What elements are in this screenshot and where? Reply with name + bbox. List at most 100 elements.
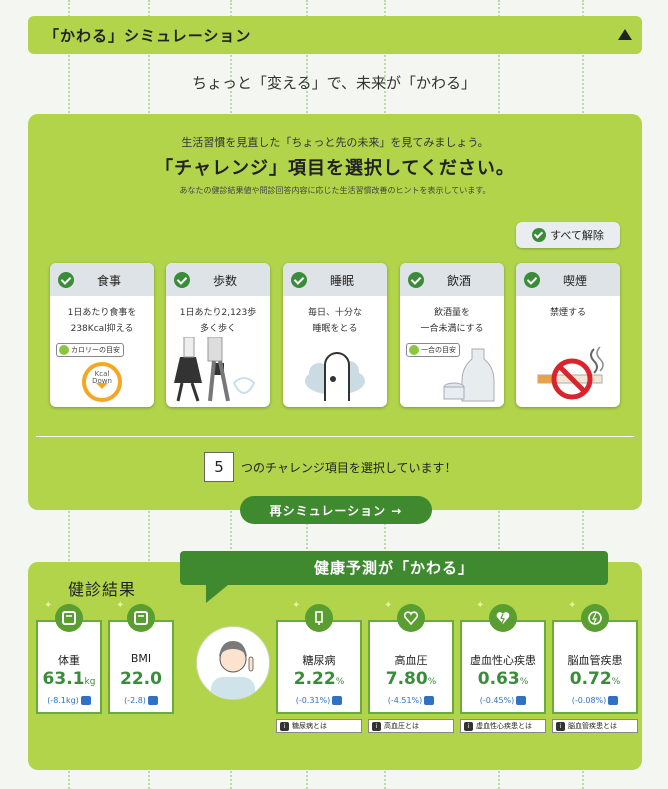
card-title: 食事 [96, 274, 121, 288]
metric-delta: (-8.1kg) [38, 696, 100, 705]
check-icon [291, 272, 307, 288]
prediction-banner: 健康予測が「かわる」 [180, 551, 608, 585]
sparkle-icon: ✦ [384, 600, 393, 611]
metric-card-weight: ✦ 体重 63.1kg (-8.1kg) [36, 600, 102, 714]
panel-note: あなたの健診結果値や問診回答内容に応じた生活習慣改善のヒントを表示しています。 [179, 186, 491, 195]
unselect-all-button[interactable]: すべて解除 [516, 222, 620, 248]
thumbs-up-icon [424, 696, 435, 705]
thumbs-up-icon [332, 696, 343, 705]
panel-divider [36, 436, 634, 437]
risk-value: 0.63% [477, 669, 529, 689]
thumbs-up-icon [516, 696, 527, 705]
risk-value: 2.22% [293, 669, 345, 689]
risk-label: 虚血性心疾患 [470, 654, 536, 667]
resimulate-button[interactable]: 再シミュレーション → [240, 496, 432, 524]
card-desc: 1日あたり2,123歩 多く歩く [179, 308, 257, 334]
challenge-card-sleep[interactable]: 睡眠 毎日、十分な 睡眠をとる [283, 263, 387, 407]
risk-card-ischemic-heart: ✦ 虚血性心疾患 0.63% (-0.45%) [460, 600, 546, 714]
sparkle-icon: ✦ [476, 600, 485, 611]
info-icon [409, 345, 419, 355]
card-desc: 毎日、十分な 睡眠をとる [307, 308, 362, 334]
card-title: 歩数 [212, 274, 237, 288]
card-title: 飲酒 [446, 274, 471, 288]
risk-delta: (-0.45%) [462, 696, 544, 705]
card-desc: 飲酒量を 一合未満にする [420, 308, 484, 334]
sparkle-icon: ✦ [568, 600, 577, 611]
sparkle-icon: ✦ [292, 600, 301, 611]
svg-text:Kcal: Kcal [95, 370, 110, 378]
metric-card-bmi: ✦ BMI 22.0 (-2.8) [108, 600, 174, 714]
syringe-icon [305, 604, 333, 632]
sleep-icon [305, 352, 365, 401]
svg-text:Down: Down [92, 377, 112, 385]
sparkle-icon: ✦ [44, 600, 53, 611]
scale-icon [55, 604, 83, 632]
scale-icon [127, 604, 155, 632]
metric-value: 22.0 [120, 669, 162, 689]
risk-label: 糖尿病 [302, 654, 336, 667]
selected-count-text: つのチャレンジ項目を選択しています！ [241, 461, 457, 475]
card-desc: 1日あたり食事を 238Kcal抑える [67, 308, 137, 334]
info-icon [59, 345, 69, 355]
challenge-card-steps[interactable]: 歩数 1日あたり2,123歩 多く歩く [166, 263, 270, 407]
kcal-down-icon: Kcal Down [82, 362, 122, 402]
info-link-ischemic-heart[interactable]: i 虚血性心疾患とは [460, 719, 546, 733]
thumbs-up-icon [608, 696, 619, 705]
challenge-panel: 生活習慣を見直した「ちょっと先の未来」を見てみましょう。 「チャレンジ」項目を選… [28, 114, 642, 510]
walking-people-icon [174, 337, 256, 402]
risk-card-hypertension: ✦ 高血圧 7.80% (-4.51%) [368, 600, 454, 714]
risk-delta: (-0.31%) [278, 696, 360, 705]
check-icon [532, 228, 547, 242]
info-link-hypertension[interactable]: i 高血圧とは [368, 719, 454, 733]
sparkle-icon: ✦ [116, 600, 125, 611]
challenge-card-smoking[interactable]: 喫煙 禁煙する [516, 263, 620, 407]
info-link-cerebrovascular[interactable]: i 脳血管疾患とは [552, 719, 638, 733]
header-title: 「かわる」シミュレーション [44, 27, 252, 45]
risk-delta: (-0.08%) [554, 696, 636, 705]
challenge-card-drinking[interactable]: 飲酒 飲酒量を 一合未満にする 一合の目安 [400, 263, 504, 407]
brain-icon [581, 604, 609, 632]
panel-intro: 生活習慣を見直した「ちょっと先の未来」を見てみましょう。 [181, 136, 489, 149]
panel-heading: 「チャレンジ」項目を選択してください。 [155, 158, 515, 179]
no-smoking-icon [537, 346, 604, 400]
simulation-header[interactable]: 「かわる」シミュレーション [28, 16, 642, 54]
triangle-up-icon[interactable] [618, 29, 632, 40]
one-go-guide-tag[interactable]: 一合の目安 [406, 343, 460, 357]
metric-label: BMI [130, 652, 152, 665]
check-icon [58, 272, 74, 288]
risk-value: 0.72% [569, 669, 621, 689]
thumbs-up-icon [80, 696, 91, 705]
info-link-diabetes[interactable]: i 糖尿病とは [276, 719, 362, 733]
risk-label: 高血圧 [394, 654, 428, 667]
check-icon [524, 272, 540, 288]
banner-tail [206, 585, 228, 603]
risk-delta: (-4.51%) [370, 696, 452, 705]
risk-card-diabetes: ✦ 糖尿病 2.22% (-0.31%) [276, 600, 362, 714]
calorie-guide-tag[interactable]: カロリーの目安 [56, 343, 124, 357]
risk-value: 7.80% [385, 669, 437, 689]
broken-heart-icon [489, 604, 517, 632]
info-icon: i [280, 721, 289, 731]
info-icon: i [556, 721, 565, 731]
thumbs-up-icon [147, 696, 158, 705]
card-desc: 禁煙する [549, 308, 586, 318]
sake-bottle-icon [443, 348, 495, 402]
card-title: 喫煙 [562, 274, 587, 288]
info-icon: i [464, 721, 473, 731]
card-title: 睡眠 [329, 274, 354, 288]
check-icon [408, 272, 424, 288]
metric-label: 体重 [58, 654, 80, 667]
risk-card-cerebrovascular: ✦ 脳血管疾患 0.72% (-0.08%) [552, 600, 638, 714]
checkup-results-heading: 健診結果 [68, 580, 137, 599]
challenge-card-food[interactable]: 食事 1日あたり食事を 238Kcal抑える カロリーの目安 Kcal Down [50, 263, 154, 407]
metric-delta: (-2.8) [110, 696, 172, 705]
heart-pulse-icon [397, 604, 425, 632]
metric-value: 63.1kg [42, 669, 96, 689]
info-icon: i [372, 721, 381, 731]
check-icon [174, 272, 190, 288]
avatar [196, 626, 270, 700]
selected-count: 5 [204, 452, 234, 482]
unselect-all-label: すべて解除 [550, 229, 604, 242]
tagline: ちょっと「変える」で、未来が「かわる」 [192, 74, 476, 92]
risk-label: 脳血管疾患 [567, 654, 623, 667]
